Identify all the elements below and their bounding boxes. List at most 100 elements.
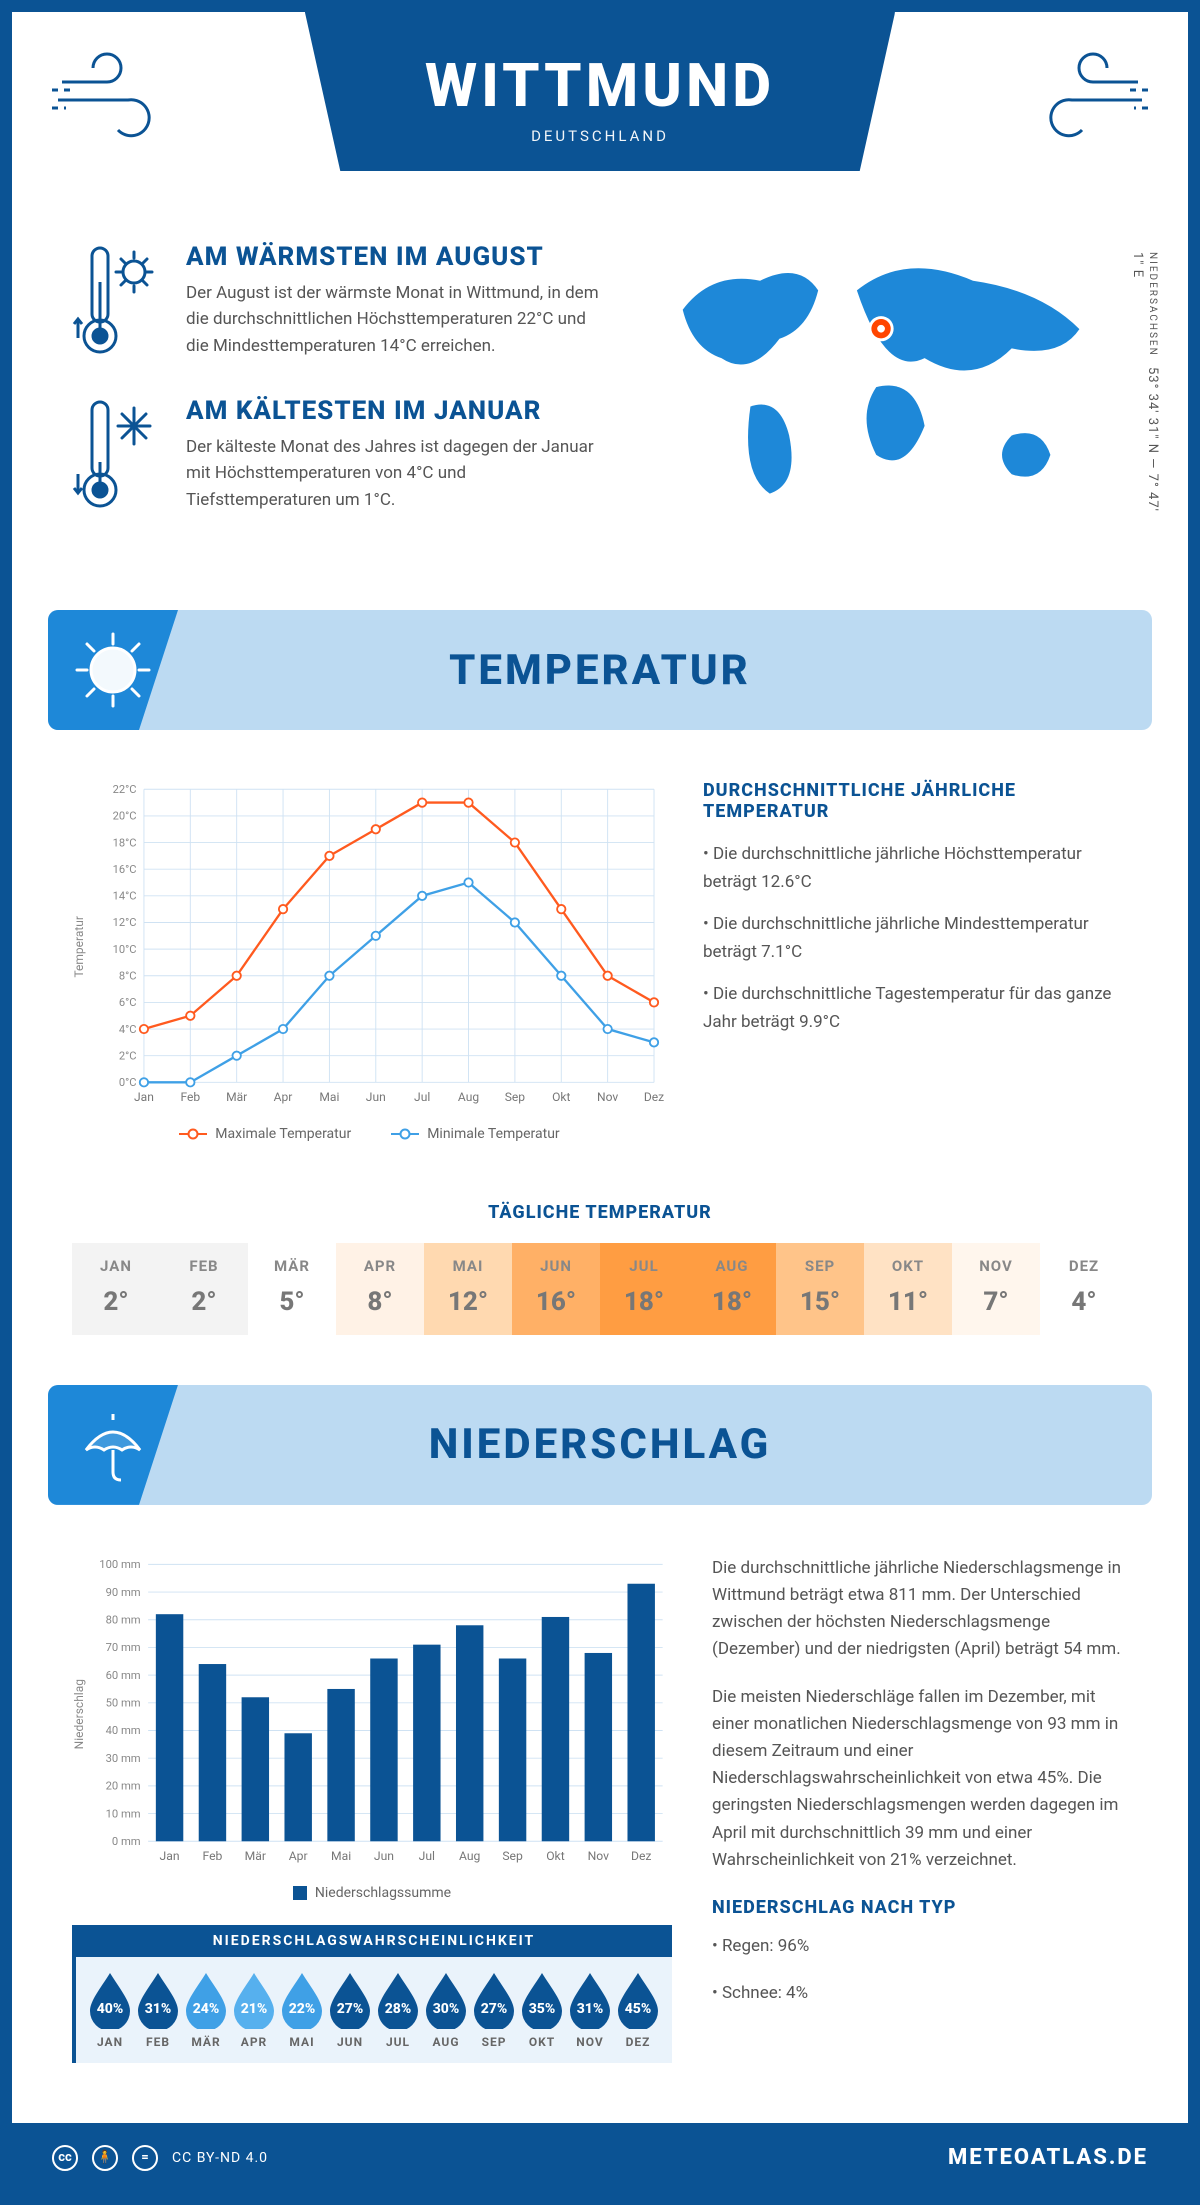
- svg-text:60 mm: 60 mm: [106, 1669, 141, 1682]
- prob-drop: 22%MAI: [278, 1971, 326, 2049]
- prob-title: NIEDERSCHLAGSWAHRSCHEINLICHKEIT: [76, 1925, 672, 1957]
- svg-text:45%: 45%: [625, 2001, 652, 2017]
- country-subtitle: DEUTSCHLAND: [425, 127, 775, 145]
- wind-icon-right: [1028, 42, 1148, 152]
- svg-text:Nov: Nov: [588, 1849, 610, 1863]
- prob-drop: 30%AUG: [422, 1971, 470, 2049]
- precip-type-item: • Schnee: 4%: [712, 1980, 1128, 2007]
- world-map: NIEDERSACHSEN 53° 34' 31" N — 7° 47' 1" …: [644, 242, 1128, 513]
- temperature-banner: TEMPERATUR: [48, 610, 1152, 730]
- city-title: WITTMUND: [425, 50, 775, 121]
- svg-text:40%: 40%: [97, 2001, 124, 2017]
- temp-summary-item: • Die durchschnittliche jährliche Mindes…: [703, 910, 1128, 966]
- svg-text:Jan: Jan: [160, 1849, 180, 1863]
- heat-cell: FEB2°: [160, 1243, 248, 1335]
- precip-text-1: Die durchschnittliche jährliche Niedersc…: [712, 1555, 1128, 1664]
- temp-summary-item: • Die durchschnittliche Tagestemperatur …: [703, 980, 1128, 1036]
- svg-text:22%: 22%: [289, 2001, 316, 2017]
- cc-icon: cc: [52, 2145, 78, 2171]
- thermometer-snow-icon: [72, 396, 162, 516]
- heat-cell: AUG18°: [688, 1243, 776, 1335]
- svg-text:Okt: Okt: [546, 1849, 565, 1863]
- svg-text:Jul: Jul: [419, 1849, 435, 1863]
- svg-text:6°C: 6°C: [119, 996, 137, 1009]
- prob-drop: 35%OKT: [518, 1971, 566, 2049]
- temp-ylabel: Temperatur: [72, 916, 86, 978]
- temperature-line-chart: Temperatur 0°C2°C4°C6°C8°C10°C12°C14°C16…: [72, 780, 667, 1142]
- precip-ylabel: Niederschlag: [72, 1679, 86, 1749]
- svg-text:22°C: 22°C: [113, 783, 137, 796]
- title-banner: WITTMUND DEUTSCHLAND: [305, 12, 895, 171]
- precip-type-title: NIEDERSCHLAG NACH TYP: [712, 1894, 1128, 1923]
- svg-text:4°C: 4°C: [119, 1023, 137, 1036]
- svg-text:100 mm: 100 mm: [99, 1558, 141, 1571]
- svg-text:21%: 21%: [241, 2001, 268, 2017]
- footer: cc 🧍 = CC BY-ND 4.0 METEOATLAS.DE: [12, 2123, 1188, 2193]
- svg-text:Apr: Apr: [274, 1090, 293, 1104]
- svg-text:27%: 27%: [337, 2001, 364, 2017]
- heat-cell: JAN2°: [72, 1243, 160, 1335]
- svg-text:40 mm: 40 mm: [106, 1724, 141, 1737]
- svg-text:Jun: Jun: [366, 1090, 386, 1104]
- prob-drop: 40%JAN: [86, 1971, 134, 2049]
- svg-text:Mär: Mär: [226, 1090, 247, 1104]
- svg-text:Sep: Sep: [505, 1090, 526, 1104]
- svg-text:70 mm: 70 mm: [106, 1641, 141, 1654]
- svg-text:30 mm: 30 mm: [106, 1752, 141, 1765]
- svg-text:Feb: Feb: [180, 1090, 200, 1104]
- precip-probability-panel: NIEDERSCHLAGSWAHRSCHEINLICHKEIT 40%JAN31…: [72, 1925, 672, 2063]
- thermometer-sun-icon: [72, 242, 162, 362]
- svg-text:10 mm: 10 mm: [106, 1807, 141, 1820]
- svg-text:Jun: Jun: [374, 1849, 394, 1863]
- daily-temp-title: TÄGLICHE TEMPERATUR: [12, 1202, 1188, 1223]
- fact-warm-title: AM WÄRMSTEN IM AUGUST: [186, 242, 604, 272]
- wind-icon-left: [52, 42, 172, 152]
- heat-cell: MAI12°: [424, 1243, 512, 1335]
- precip-type-item: • Regen: 96%: [712, 1933, 1128, 1960]
- svg-text:35%: 35%: [529, 2001, 556, 2017]
- svg-text:Dez: Dez: [644, 1090, 664, 1104]
- precip-bar-chart: Niederschlag 0 mm10 mm20 mm30 mm40 mm50 …: [72, 1555, 672, 1873]
- temp-legend: Maximale Temperatur Minimale Temperatur: [72, 1126, 667, 1142]
- prob-drop: 31%NOV: [566, 1971, 614, 2049]
- svg-text:2°C: 2°C: [119, 1049, 137, 1062]
- svg-text:24%: 24%: [193, 2001, 220, 2017]
- svg-text:16°C: 16°C: [113, 863, 137, 876]
- svg-text:31%: 31%: [577, 2001, 604, 2017]
- svg-text:Jul: Jul: [414, 1090, 430, 1104]
- svg-text:Okt: Okt: [552, 1090, 570, 1104]
- svg-text:80 mm: 80 mm: [106, 1613, 141, 1626]
- region-label: NIEDERSACHSEN: [1147, 252, 1158, 357]
- header: WITTMUND DEUTSCHLAND: [12, 12, 1188, 232]
- temp-summary-item: • Die durchschnittliche jährliche Höchst…: [703, 840, 1128, 896]
- svg-text:Aug: Aug: [458, 1090, 479, 1104]
- license-text: CC BY-ND 4.0: [172, 2150, 268, 2166]
- fact-coldest: AM KÄLTESTEN IM JANUAR Der kälteste Mona…: [72, 396, 604, 516]
- svg-text:Feb: Feb: [203, 1849, 223, 1863]
- svg-text:Mai: Mai: [331, 1849, 351, 1863]
- svg-text:12°C: 12°C: [113, 916, 137, 929]
- heat-cell: SEP15°: [776, 1243, 864, 1335]
- heat-cell: JUN16°: [512, 1243, 600, 1335]
- precip-banner: NIEDERSCHLAG: [48, 1385, 1152, 1505]
- fact-cold-text: Der kälteste Monat des Jahres ist dagege…: [186, 434, 604, 513]
- svg-text:Apr: Apr: [289, 1849, 308, 1863]
- prob-drop: 24%MÄR: [182, 1971, 230, 2049]
- heat-cell: NOV7°: [952, 1243, 1040, 1335]
- prob-drop: 31%FEB: [134, 1971, 182, 2049]
- svg-text:Nov: Nov: [597, 1090, 618, 1104]
- precip-text-2: Die meisten Niederschläge fallen im Deze…: [712, 1684, 1128, 1874]
- svg-text:0°C: 0°C: [119, 1076, 137, 1089]
- precip-legend: Niederschlagssumme: [315, 1885, 451, 1901]
- svg-text:Jan: Jan: [134, 1090, 154, 1104]
- svg-text:20 mm: 20 mm: [106, 1779, 141, 1792]
- svg-text:30%: 30%: [433, 2001, 460, 2017]
- legend-min: Minimale Temperatur: [427, 1126, 559, 1142]
- svg-text:Mär: Mär: [245, 1849, 266, 1863]
- daily-temp-heatmap: JAN2°FEB2°MÄR5°APR8°MAI12°JUN16°JUL18°AU…: [72, 1243, 1128, 1335]
- precip-title: NIEDERSCHLAG: [429, 1420, 772, 1469]
- svg-text:0 mm: 0 mm: [112, 1835, 141, 1848]
- temperature-title: TEMPERATUR: [449, 646, 751, 695]
- legend-max: Maximale Temperatur: [215, 1126, 351, 1142]
- fact-warmest: AM WÄRMSTEN IM AUGUST Der August ist der…: [72, 242, 604, 362]
